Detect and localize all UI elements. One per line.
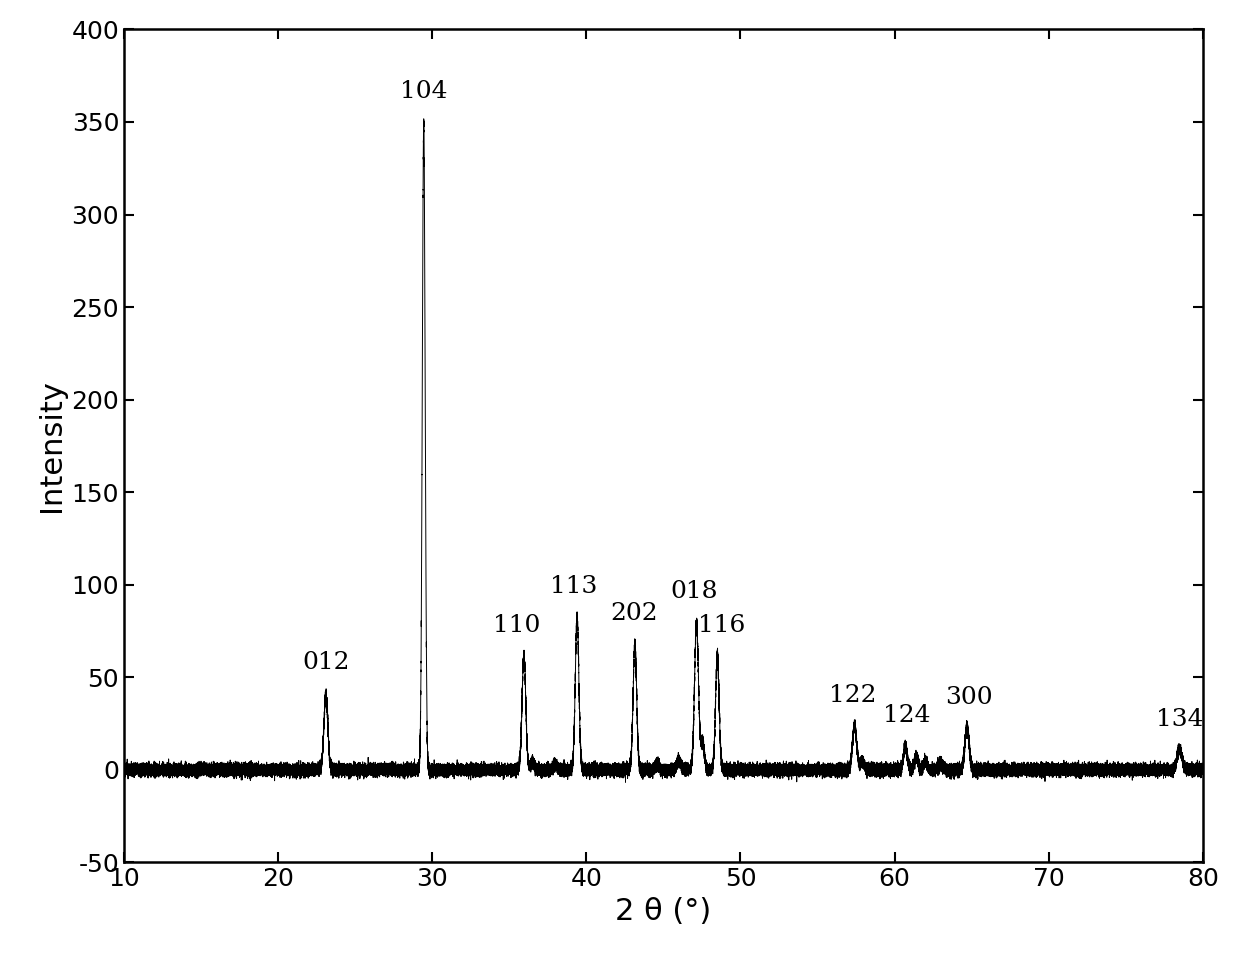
Text: 122: 122 — [830, 684, 877, 707]
Text: 124: 124 — [883, 705, 931, 727]
Text: 110: 110 — [494, 613, 541, 637]
Text: 113: 113 — [551, 574, 598, 598]
Text: 018: 018 — [671, 580, 718, 604]
Text: 134: 134 — [1156, 708, 1204, 731]
Y-axis label: Intensity: Intensity — [37, 379, 66, 513]
Text: 202: 202 — [610, 603, 658, 625]
Text: 012: 012 — [303, 651, 350, 673]
X-axis label: 2 θ (°): 2 θ (°) — [615, 897, 712, 926]
Text: 104: 104 — [401, 80, 448, 104]
Text: 300: 300 — [945, 686, 992, 709]
Text: 116: 116 — [698, 613, 745, 637]
